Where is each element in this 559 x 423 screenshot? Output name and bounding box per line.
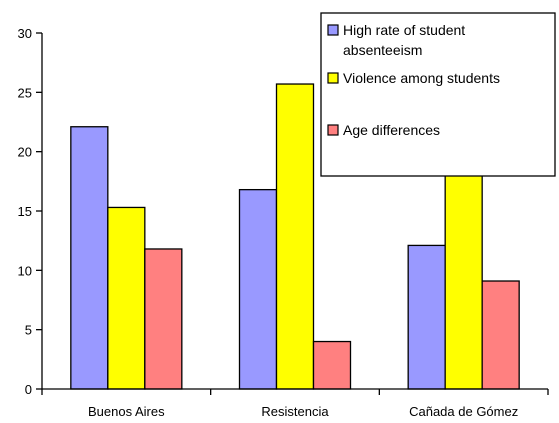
legend-swatch-1 — [327, 24, 339, 36]
bar-2-2 — [275, 83, 315, 390]
x-tick-label: Buenos Aires — [88, 404, 165, 419]
bar-2-1 — [107, 206, 146, 390]
bar-1-2 — [238, 188, 278, 390]
bar-3-1 — [144, 248, 183, 390]
legend-label-3: Age differences — [343, 122, 440, 138]
bars-layer — [70, 83, 520, 390]
legend-swatch-3 — [327, 124, 339, 136]
y-tick-label: 25 — [18, 85, 32, 100]
legend-label-2: Violence among students — [343, 70, 500, 86]
bar-1-1 — [70, 126, 109, 390]
y-tick-label: 15 — [18, 204, 32, 219]
legend-label-1: High rate of student — [343, 22, 465, 38]
legend-label-1: absenteeism — [343, 42, 422, 58]
bar-2-3 — [444, 168, 483, 390]
legend-swatch-2 — [327, 72, 339, 84]
bar-3-3 — [481, 280, 520, 390]
x-tick-label: Resistencia — [261, 404, 329, 419]
axes-layer: 0 5 10 15 20 25 30 Buenos Aires Resistencia Cañad… — [18, 26, 549, 419]
y-tick-label: 10 — [18, 263, 32, 278]
legend: High rate of student absenteeism Violence … — [320, 12, 556, 177]
y-tick-label: 30 — [18, 26, 32, 41]
legend-box — [320, 12, 556, 177]
bar-1-3 — [407, 244, 446, 390]
y-tick-label: 20 — [18, 145, 32, 160]
bar-3-2 — [312, 340, 352, 390]
y-tick-label: 0 — [25, 382, 32, 397]
y-tick-label: 5 — [25, 323, 32, 338]
x-tick-label: Cañada de Gómez — [409, 404, 518, 419]
